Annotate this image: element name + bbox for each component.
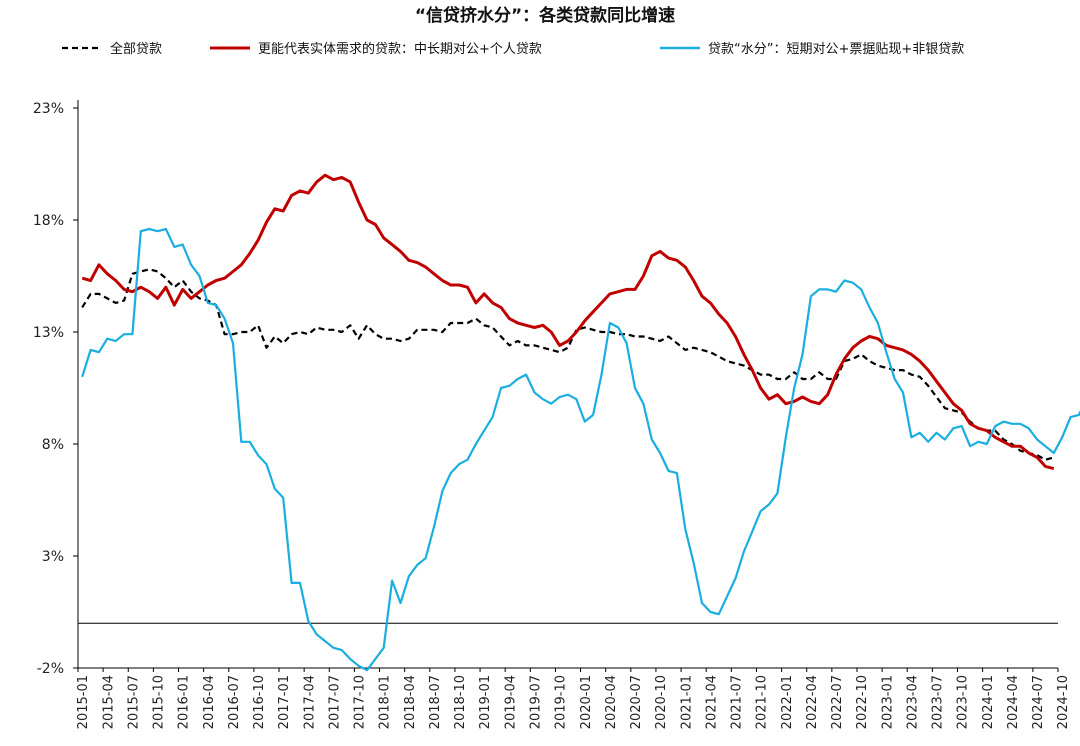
x-tick-label: 2021-01 bbox=[679, 675, 694, 729]
series-water-line bbox=[81, 227, 1080, 672]
x-tick-label: 2017-01 bbox=[277, 675, 292, 729]
x-tick-label: 2020-01 bbox=[579, 675, 594, 729]
x-tick-label: 2018-04 bbox=[403, 675, 418, 729]
y-tick-label: 3% bbox=[42, 549, 64, 565]
legend-label-real-demand: 更能代表实体需求的贷款：中长期对公+个人贷款 bbox=[258, 41, 542, 57]
x-tick-label: 2023-10 bbox=[956, 675, 971, 729]
y-tick-label: -2% bbox=[37, 661, 64, 677]
y-tick-label: 8% bbox=[42, 437, 64, 453]
x-tick-label: 2017-07 bbox=[327, 675, 342, 729]
legend-label-water: 贷款“水分”：短期对公+票据贴现+非银贷款 bbox=[708, 42, 964, 57]
x-tick-label: 2019-07 bbox=[528, 675, 543, 729]
legend: 全部贷款 更能代表实体需求的贷款：中长期对公+个人贷款 贷款“水分”：短期对公+… bbox=[62, 41, 964, 57]
x-tick-label: 2015-10 bbox=[152, 675, 167, 729]
y-tick-label: 18% bbox=[33, 213, 64, 229]
plot-area: -2% 3% 8% 13% 18% 23% 2015-01 2015-04 2015-07 201… bbox=[33, 100, 1080, 729]
x-tick-label: 2020-07 bbox=[629, 675, 644, 729]
x-tick-label: 2024-07 bbox=[1031, 675, 1046, 729]
x-tick-label: 2020-04 bbox=[604, 675, 619, 729]
x-tick-label: 2019-04 bbox=[503, 675, 518, 729]
x-tick-label: 2022-07 bbox=[830, 675, 845, 729]
x-tick-label: 2021-10 bbox=[755, 675, 770, 729]
x-tick-label: 2024-04 bbox=[1006, 675, 1021, 729]
x-tick-label: 2017-10 bbox=[353, 675, 368, 729]
x-tick-label: 2023-07 bbox=[931, 675, 946, 729]
x-tick-label: 2021-07 bbox=[730, 675, 745, 729]
x-tick-label: 2022-10 bbox=[855, 675, 870, 729]
x-tick-label: 2024-01 bbox=[981, 675, 996, 729]
x-tick-label: 2022-04 bbox=[805, 675, 820, 729]
x-tick-label: 2016-10 bbox=[252, 675, 267, 729]
x-tick-label: 2017-04 bbox=[302, 675, 317, 729]
x-tick-label: 2018-07 bbox=[428, 675, 443, 729]
x-tick-label: 2023-01 bbox=[880, 675, 895, 729]
legend-label-all-loans: 全部贷款 bbox=[110, 41, 162, 57]
series-all-loans-line bbox=[81, 268, 1055, 461]
x-tick-label: 2019-10 bbox=[554, 675, 569, 729]
x-tick-label: 2018-10 bbox=[453, 675, 468, 729]
x-tick-label: 2018-01 bbox=[378, 675, 393, 729]
x-tick-label: 2016-01 bbox=[177, 675, 192, 729]
x-tick-label: 2019-01 bbox=[478, 675, 493, 729]
x-tick-label: 2015-04 bbox=[101, 675, 116, 729]
x-tick-label: 2020-10 bbox=[654, 675, 669, 729]
chart-title: “信贷挤水分”：各类贷款同比增速 bbox=[415, 5, 675, 26]
y-tick-label: 23% bbox=[33, 101, 64, 117]
x-tick-label: 2024-10 bbox=[1056, 675, 1071, 729]
x-tick-label: 2016-04 bbox=[202, 675, 217, 729]
x-tick-label: 2015-01 bbox=[76, 675, 91, 729]
x-tick-label: 2023-04 bbox=[905, 675, 920, 729]
x-tick-label: 2015-07 bbox=[126, 675, 141, 729]
y-tick-label: 13% bbox=[33, 325, 64, 341]
series-real-demand-line bbox=[81, 173, 1055, 471]
x-tick-label: 2021-04 bbox=[704, 675, 719, 729]
x-tick-label: 2016-07 bbox=[227, 675, 242, 729]
x-tick-label: 2022-01 bbox=[780, 675, 795, 729]
